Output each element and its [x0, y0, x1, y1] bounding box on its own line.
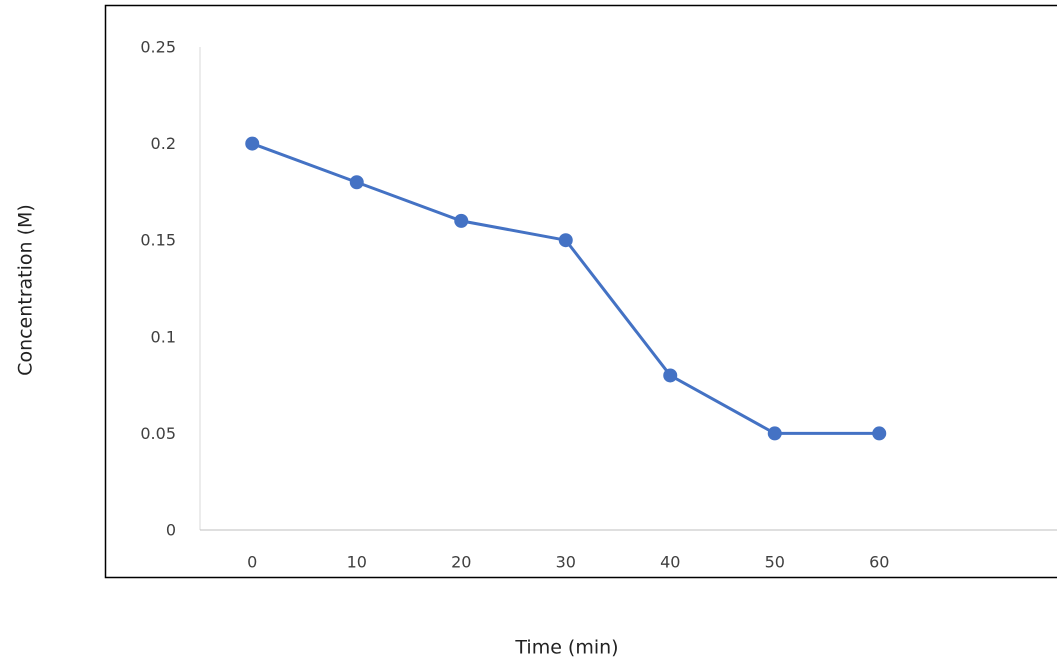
chart: Time (min) Concentration (M) 0 0.05 0.1 0.1…: [0, 0, 1057, 666]
data-point: [455, 214, 468, 227]
y-tick-label: 0.1: [151, 327, 176, 346]
x-tick-label: 0: [247, 553, 257, 572]
x-tick-label: 50: [765, 553, 785, 572]
x-tick-label: 20: [451, 553, 471, 572]
x-tick-label: 60: [869, 553, 889, 572]
y-tick-label: 0: [166, 521, 176, 540]
data-point: [873, 427, 886, 440]
data-point: [664, 369, 677, 382]
data-point: [246, 137, 259, 150]
x-axis-title: Time (min): [514, 637, 618, 659]
y-tick-label: 0.05: [140, 424, 176, 443]
data-point: [559, 234, 572, 247]
y-axis-title: Concentration (M): [15, 204, 37, 376]
y-tick-label: 0.25: [140, 38, 176, 57]
page: Time (min) Concentration (M) 0 0.05 0.1 0.1…: [0, 0, 1057, 666]
data-point: [350, 176, 363, 189]
chart-frame: [106, 6, 1057, 578]
y-tick-label: 0.15: [140, 231, 176, 250]
series-line: [252, 144, 879, 434]
x-tick-label: 10: [347, 553, 367, 572]
y-tick-label: 0.2: [151, 134, 176, 153]
x-tick-label: 40: [660, 553, 680, 572]
x-tick-label: 30: [556, 553, 576, 572]
data-point: [768, 427, 781, 440]
